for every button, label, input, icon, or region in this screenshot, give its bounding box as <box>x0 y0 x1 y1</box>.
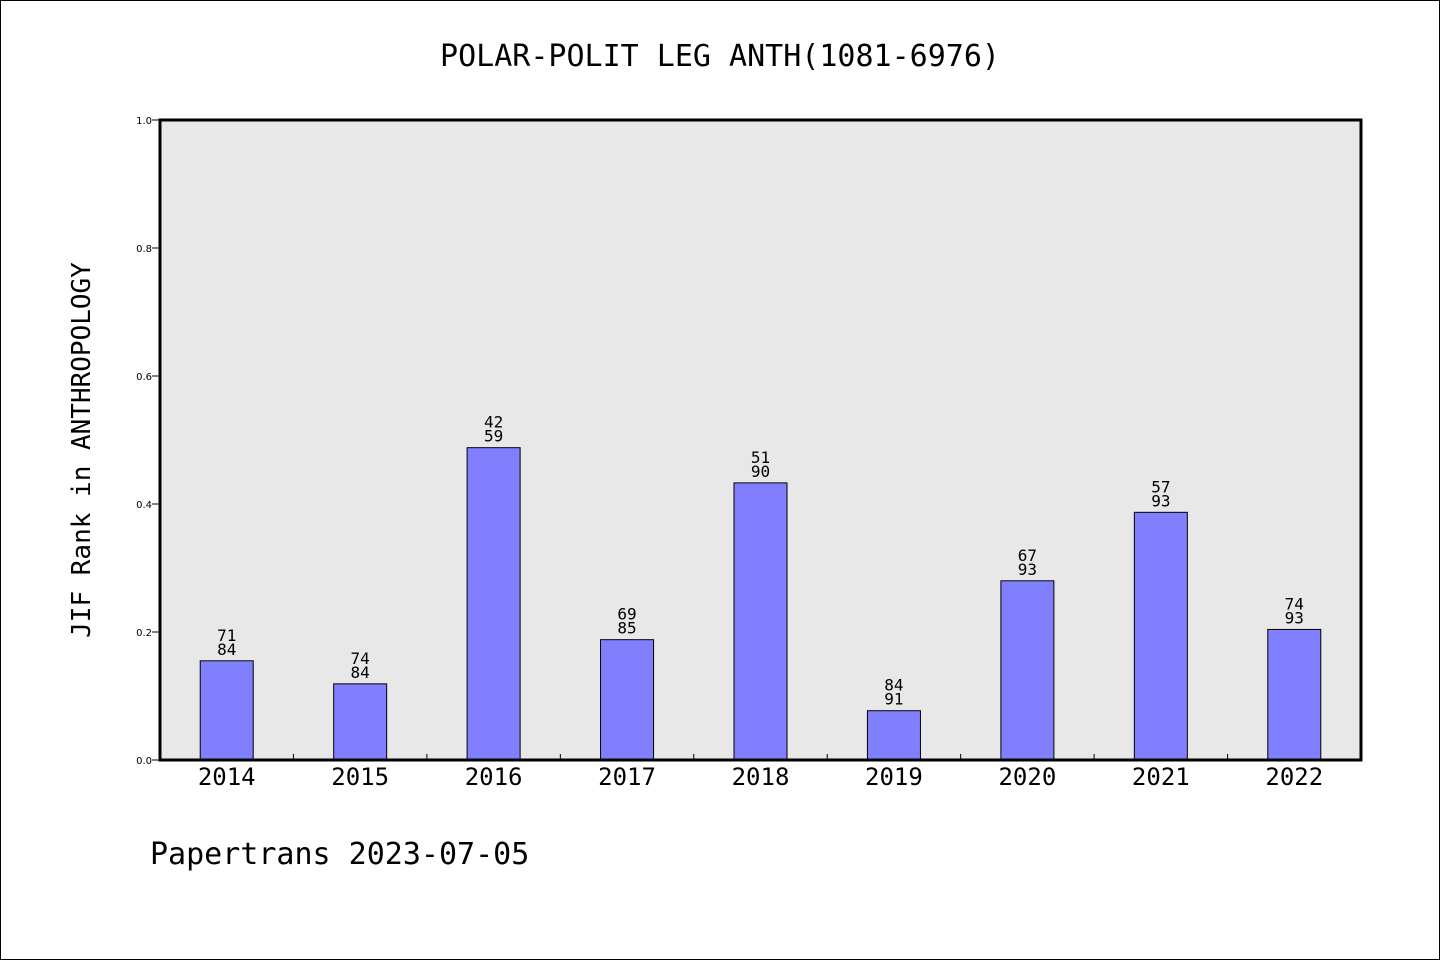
chart-title: POLAR-POLIT LEG ANTH(1081-6976) <box>440 39 1000 74</box>
x-tick-label: 2019 <box>865 763 923 791</box>
bar-2020 <box>1000 580 1055 761</box>
bar-rank-label: 84 <box>884 676 903 695</box>
bar-2018 <box>733 482 788 761</box>
bar-rank-label: 71 <box>217 626 236 645</box>
x-tick-label: 2021 <box>1132 763 1190 791</box>
bar-2019 <box>866 710 921 761</box>
y-tick-label: 0.0 <box>136 756 152 767</box>
bar-total-label: 91 <box>884 690 903 709</box>
bars <box>199 447 1322 761</box>
y-tick-label: 1.0 <box>136 116 152 127</box>
bar-2014 <box>199 660 254 761</box>
y-axis-label: JIF Rank in ANTHROPOLOGY <box>67 262 97 638</box>
bar-total-label: 90 <box>751 462 770 481</box>
bar-rank-label: 51 <box>751 448 770 467</box>
bar-total-label: 84 <box>217 640 236 659</box>
y-tick-label: 0.6 <box>136 372 152 383</box>
bar-rank-label: 74 <box>351 649 370 668</box>
x-axis-ticks: 2014 2015 2016 2017 2018 2019 2020 2021 2022 <box>198 754 1323 791</box>
bar-total-label: 93 <box>1018 560 1037 579</box>
plot-border <box>158 118 1363 762</box>
bar-total-label: 85 <box>617 619 636 638</box>
bar-total-label: 93 <box>1151 491 1170 510</box>
x-tick-label: 2017 <box>598 763 656 791</box>
bar-2016 <box>466 447 521 761</box>
bar-rank-label: 74 <box>1285 594 1304 613</box>
bar-rank-label: 69 <box>617 605 636 624</box>
bar-total-label: 93 <box>1285 608 1304 627</box>
footer-credit: Papertrans 2023-07-05 <box>150 837 529 872</box>
x-tick-label: 2015 <box>331 763 389 791</box>
bar-2022 <box>1267 628 1322 761</box>
bar-2015 <box>333 683 388 761</box>
bar-total-label: 84 <box>351 663 370 682</box>
bar-2021 <box>1133 511 1188 761</box>
x-tick-label: 2018 <box>732 763 790 791</box>
y-tick-label: 0.4 <box>136 500 152 511</box>
x-tick-label: 2014 <box>198 763 256 791</box>
bar-rank-label: 67 <box>1018 546 1037 565</box>
x-tick-label: 2020 <box>998 763 1056 791</box>
x-tick-label: 2022 <box>1265 763 1323 791</box>
y-tick-label: 0.2 <box>136 628 152 639</box>
x-tick-label: 2016 <box>465 763 523 791</box>
bar-rank-label: 42 <box>484 413 503 432</box>
bar-total-label: 59 <box>484 427 503 446</box>
bar-2017 <box>600 639 655 761</box>
y-axis-ticks: 0.0 0.2 0.4 0.6 0.8 1.0 <box>136 116 160 767</box>
bar-rank-label: 57 <box>1151 477 1170 496</box>
y-tick-label: 0.8 <box>136 244 152 255</box>
